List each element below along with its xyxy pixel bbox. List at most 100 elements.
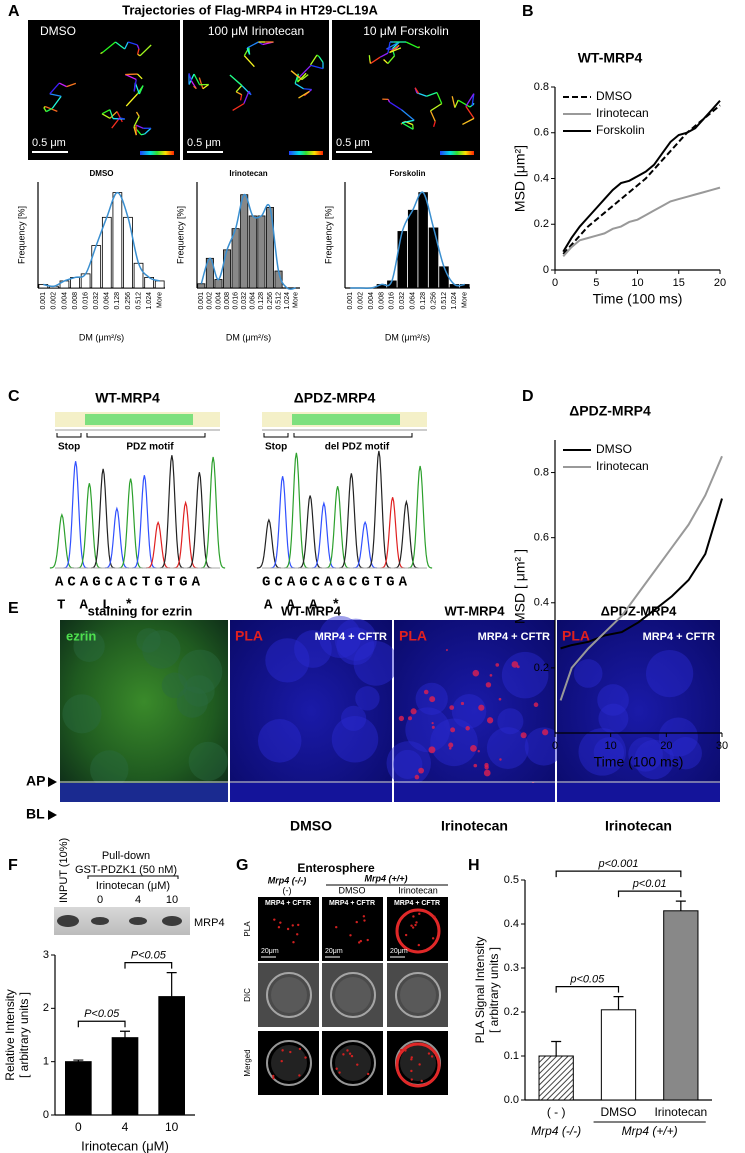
x-axis-label: Time (100 ms) [593, 291, 683, 307]
x-tick-label: 4 [122, 1120, 129, 1134]
trajectory-step [135, 124, 144, 129]
pla-dot [412, 915, 415, 918]
x-tick-label: 0.001 [347, 292, 354, 310]
panel-letter: F [8, 857, 18, 874]
trajectory-step [465, 93, 475, 107]
fit-curve [350, 191, 465, 290]
x-tick-label: 0.128 [420, 292, 427, 310]
x-tick-label: 0.512 [135, 292, 142, 310]
nucleus [176, 686, 208, 718]
microscopy-image [60, 620, 228, 802]
series-line [559, 455, 723, 701]
x-tick-label: 0 [552, 740, 558, 752]
nucleus [598, 703, 629, 734]
histogram-bar [223, 249, 232, 289]
trajectory-step [316, 54, 320, 58]
trajectory-step [387, 55, 395, 64]
legend-label: Irinotecan [596, 459, 649, 473]
x-axis-label: Time (100 ms) [594, 754, 684, 770]
image-label: 10 μM Forskolin [363, 24, 449, 38]
nucleus [73, 630, 105, 662]
column-heading: WT-MRP4 [281, 603, 342, 618]
pla-dot [366, 938, 369, 942]
y-tick-label: 0.4 [534, 597, 549, 609]
pla-dot [410, 708, 417, 715]
histogram-bar [407, 209, 418, 289]
trajectory-step [369, 60, 372, 64]
x-tick-label: 1.024 [451, 292, 458, 310]
cell-interior [400, 1045, 436, 1081]
trajectory-step [235, 91, 242, 96]
trajectory-step [116, 111, 123, 123]
dose-label: 0 [97, 894, 103, 906]
trajectory-step [310, 64, 324, 70]
bar [158, 996, 185, 1116]
trajectory-step [232, 103, 245, 112]
chromatogram-peak [91, 468, 116, 569]
chromatogram-peak [380, 497, 405, 569]
blot-band [129, 917, 147, 925]
histogram-bar [257, 215, 266, 289]
chromatogram-peak [132, 475, 157, 569]
pla-dot [272, 1076, 275, 1080]
series-line [562, 186, 721, 257]
cell-outline [330, 972, 376, 1018]
x-tick-label: 10 [165, 1120, 179, 1134]
y-tick-label: 0 [43, 1109, 49, 1121]
pla-dot [335, 1067, 338, 1070]
pla-dot [335, 925, 338, 929]
row-label: PLA [243, 921, 252, 937]
pla-dot [281, 1049, 284, 1052]
nucleus [336, 627, 375, 666]
pla-dot [415, 921, 418, 924]
y-tick-label: 0.6 [534, 127, 549, 139]
x-tick-label: 0.032 [93, 292, 100, 310]
target-label: MRP4 + CFTR [643, 631, 715, 643]
y-tick-label: 0.2 [504, 1006, 519, 1018]
nucleus [353, 640, 399, 686]
y-tick-label: 0.4 [504, 918, 519, 930]
histogram-bar [439, 266, 449, 289]
chromatogram-peak [49, 512, 74, 569]
pla-dot [277, 926, 281, 929]
x-tick-label: 1.024 [284, 292, 291, 310]
nucleus [318, 615, 362, 659]
fit-curve [200, 193, 296, 290]
pla-dot [489, 674, 493, 677]
chromatogram-peak [159, 455, 184, 569]
pla-dot [407, 716, 413, 721]
y-tick-label: 0 [543, 264, 549, 276]
pla-dot [511, 661, 519, 668]
pla-dot [542, 729, 549, 736]
pla-dot [472, 669, 480, 677]
pla-dot [363, 919, 366, 922]
x-tick-label: 0.512 [275, 292, 282, 310]
pla-dot [483, 769, 491, 777]
trajectory-step [243, 55, 255, 68]
pla-dot [477, 750, 480, 753]
trajectory-step [433, 121, 436, 127]
pla-dot [448, 747, 452, 750]
panel-letter: B [522, 3, 534, 20]
x-tick-label: 0.032 [399, 292, 406, 310]
cell-outline [266, 1040, 312, 1086]
y-axis-label: MSD [ μm² ] [512, 549, 528, 624]
nucleus [355, 686, 380, 711]
row-label: DIC [243, 988, 252, 1002]
chromatogram-peak [173, 500, 198, 569]
trajectory-step [109, 111, 118, 119]
significance-bracket [555, 870, 682, 878]
x-tick-label: 0.008 [224, 292, 231, 310]
error-bar [613, 996, 624, 1010]
pla-dot [417, 943, 421, 947]
trajectory-step [454, 99, 459, 108]
nucleus [578, 728, 627, 776]
trajectory-step [193, 73, 201, 86]
pla-dot [465, 726, 470, 731]
pla-dot [433, 915, 436, 918]
trajectory-step [471, 93, 475, 106]
chromatogram-peak [298, 495, 323, 569]
pla-ring [395, 908, 441, 954]
chromatogram-peak [284, 452, 309, 569]
pla-dot [473, 763, 478, 768]
